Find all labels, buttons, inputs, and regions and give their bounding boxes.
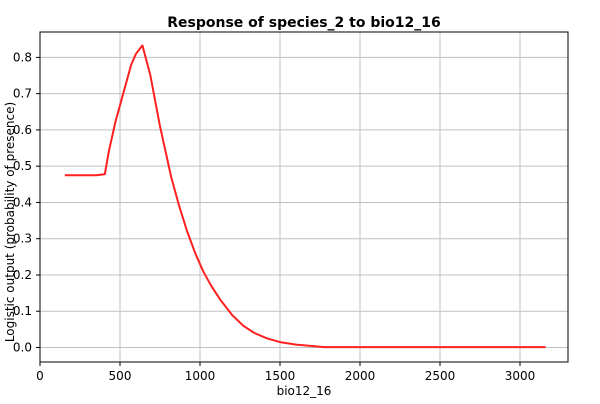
y-tick-label: 0.2 — [13, 268, 32, 282]
y-tick-label: 0.0 — [13, 340, 32, 354]
plot-frame — [39, 31, 569, 363]
x-tick-label: 500 — [109, 369, 132, 383]
grid-layer — [39, 32, 568, 362]
x-tick-label: 0 — [36, 369, 44, 383]
y-tick-label: 0.3 — [13, 232, 32, 246]
series-layer — [64, 44, 546, 349]
y-tick-label: 0.1 — [13, 304, 32, 318]
response-curve-line — [64, 44, 546, 349]
y-tick-label: 0.6 — [13, 123, 32, 137]
x-tick-label: 2500 — [425, 369, 456, 383]
y-tick-label: 0.5 — [13, 159, 32, 173]
x-tick-label: 3000 — [505, 369, 536, 383]
chart-title: Response of species_2 to bio12_16 — [167, 15, 440, 31]
y-tick-label: 0.8 — [13, 50, 32, 64]
y-tick-label: 0.7 — [13, 87, 32, 101]
x-tick-label: 1000 — [185, 369, 216, 383]
x-tick-label: 2000 — [345, 369, 376, 383]
y-axis-label: Logistic output (probability of presence… — [3, 102, 17, 342]
x-axis-label: bio12_16 — [277, 384, 332, 398]
y-tick-label: 0.4 — [13, 195, 32, 209]
x-tick-label: 1500 — [265, 369, 296, 383]
ticks-layer: 0 500 1000 1500 2000 2500 3000 0.0 0.1 0.2 0.3 0.4 0… — [13, 50, 535, 383]
